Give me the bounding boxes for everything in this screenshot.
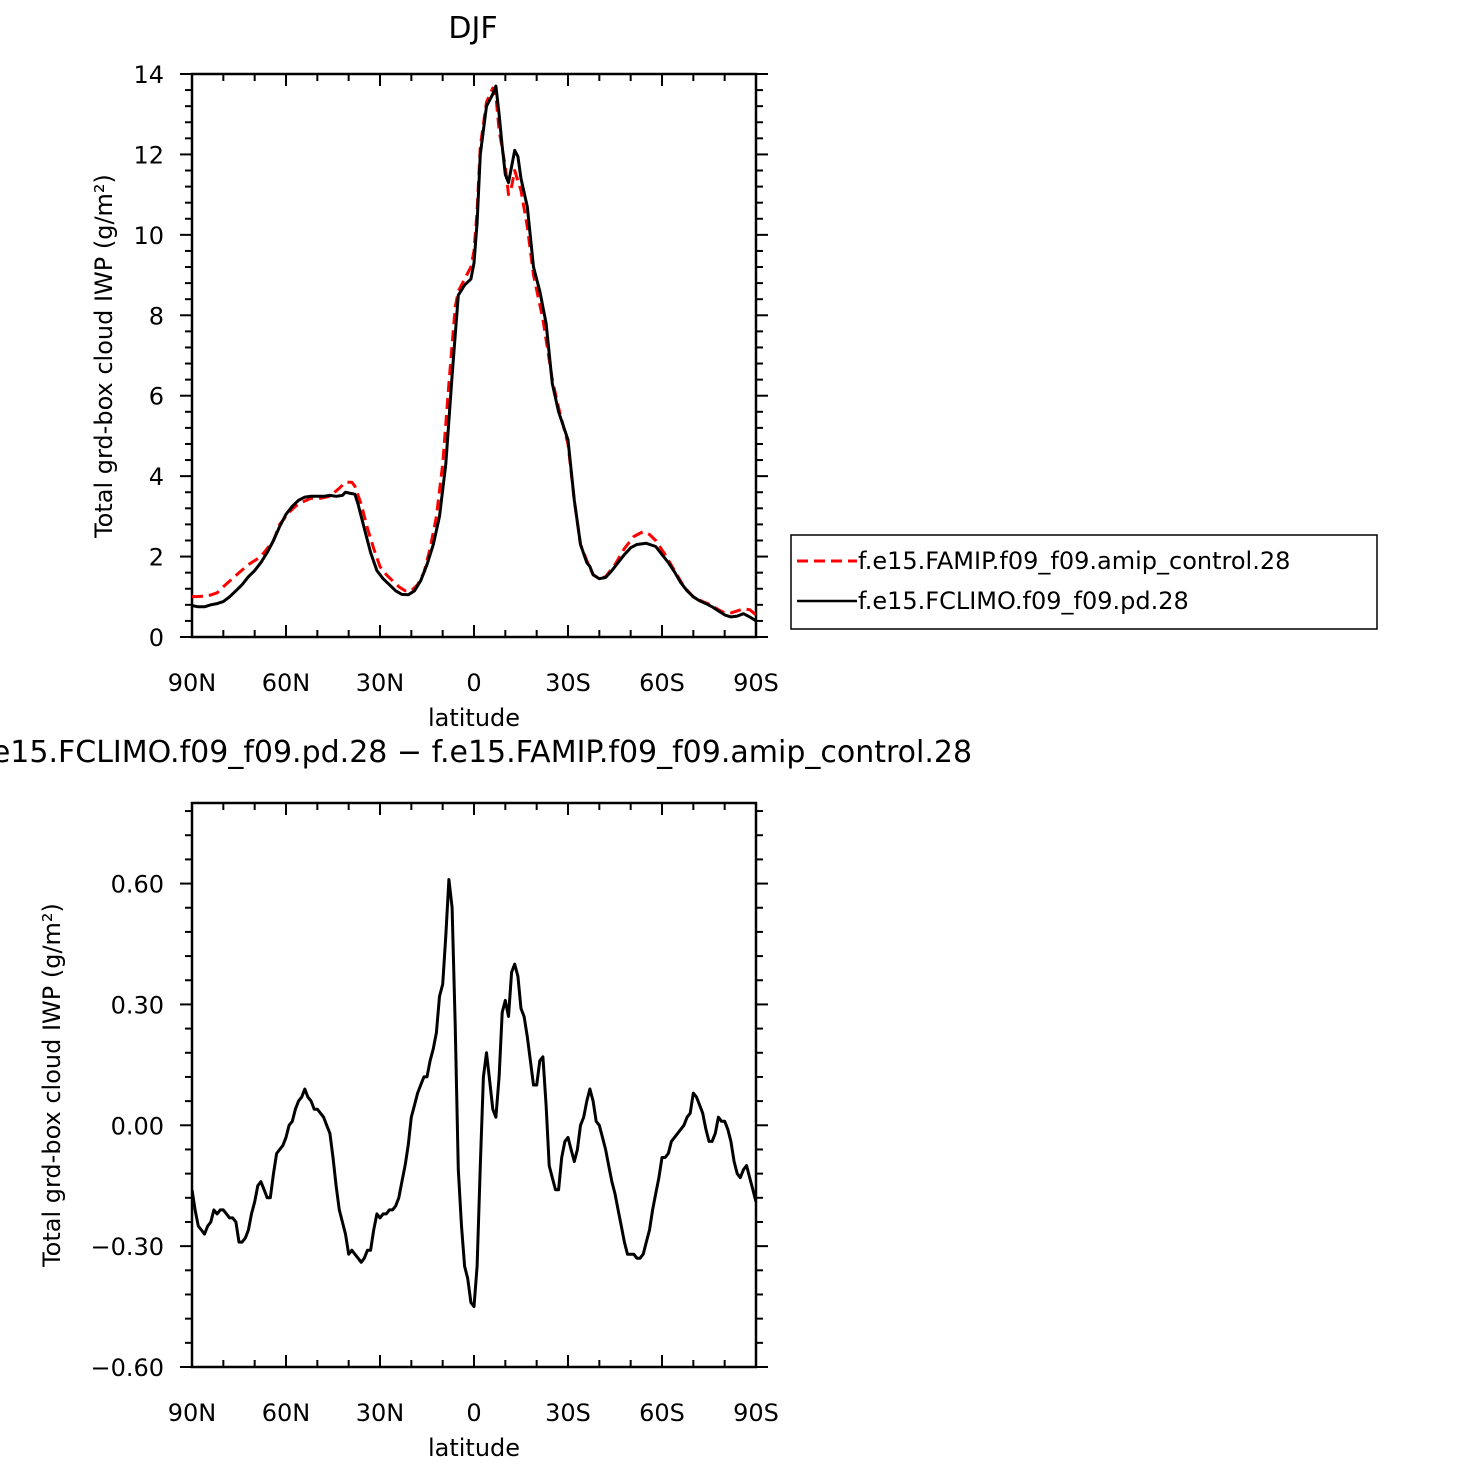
x-tick-label: 30S xyxy=(545,669,591,697)
y-tick-label: −0.60 xyxy=(90,1354,164,1382)
bottom-chart-panel: f.e15.FCLIMO.f09_f09.pd.28 − f.e15.FAMIP… xyxy=(0,735,972,1462)
top-chart-panel: DJF 90N 60N 30N 0 30S 60S 90S 0 2 4 6 8 10 12 14 latit… xyxy=(90,11,1378,732)
y-tick-label: 4 xyxy=(149,463,164,491)
plot-frame xyxy=(190,801,758,1369)
y-tick-label: 12 xyxy=(133,141,164,169)
series-line-0 xyxy=(192,878,756,1309)
x-tick-label: 60N xyxy=(262,1399,311,1427)
x-tick-label: 0 xyxy=(466,669,481,697)
bottom-chart-title: f.e15.FCLIMO.f09_f09.pd.28 − f.e15.FAMIP… xyxy=(0,735,972,770)
x-tick-label: 90S xyxy=(733,1399,779,1427)
top-x-axis-label: latitude xyxy=(428,704,520,732)
bottom-y-axis-label: Total grd-box cloud IWP (g/m²) xyxy=(38,903,66,1268)
legend-box xyxy=(790,534,1378,630)
y-tick-label: 10 xyxy=(133,222,164,250)
y-tick-label: 0.60 xyxy=(111,871,164,899)
y-tick-label: 0.30 xyxy=(111,991,164,1019)
x-tick-label: 60S xyxy=(639,669,685,697)
y-tick-label: −0.30 xyxy=(90,1233,164,1261)
top-plot-area: 90N 60N 30N 0 30S 60S 90S 0 2 4 6 8 10 12 14 xyxy=(133,61,778,697)
y-tick-label: 0.00 xyxy=(111,1112,164,1140)
x-tick-label: 60N xyxy=(262,669,311,697)
top-y-axis-label: Total grd-box cloud IWP (g/m²) xyxy=(90,174,118,539)
x-tick-label: 90S xyxy=(733,669,779,697)
legend: f.e15.FAMIP.f09_f09.amip_control.28 f.e1… xyxy=(790,534,1378,630)
legend-label-climo: f.e15.FCLIMO.f09_f09.pd.28 xyxy=(858,587,1189,615)
series-line-1 xyxy=(192,84,756,623)
bottom-x-axis-label: latitude xyxy=(428,1434,520,1462)
x-tick-label: 30N xyxy=(356,1399,405,1427)
legend-label-amip: f.e15.FAMIP.f09_f09.amip_control.28 xyxy=(858,547,1290,575)
y-tick-label: 6 xyxy=(149,383,164,411)
x-tick-label: 30S xyxy=(545,1399,591,1427)
top-chart-title: DJF xyxy=(448,11,497,46)
x-tick-label: 90N xyxy=(168,1399,217,1427)
bottom-plot-area: 90N 60N 30N 0 30S 60S 90S −0.60 −0.30 0.00 0.30 0.6… xyxy=(90,801,779,1427)
plot-frame xyxy=(190,72,758,639)
x-tick-label: 30N xyxy=(356,669,405,697)
y-tick-label: 8 xyxy=(149,302,164,330)
y-tick-label: 14 xyxy=(133,61,164,89)
x-tick-label: 90N xyxy=(168,669,217,697)
y-tick-label: 2 xyxy=(149,544,164,572)
x-tick-label: 0 xyxy=(466,1399,481,1427)
y-tick-label: 0 xyxy=(149,624,164,652)
x-tick-label: 60S xyxy=(639,1399,685,1427)
